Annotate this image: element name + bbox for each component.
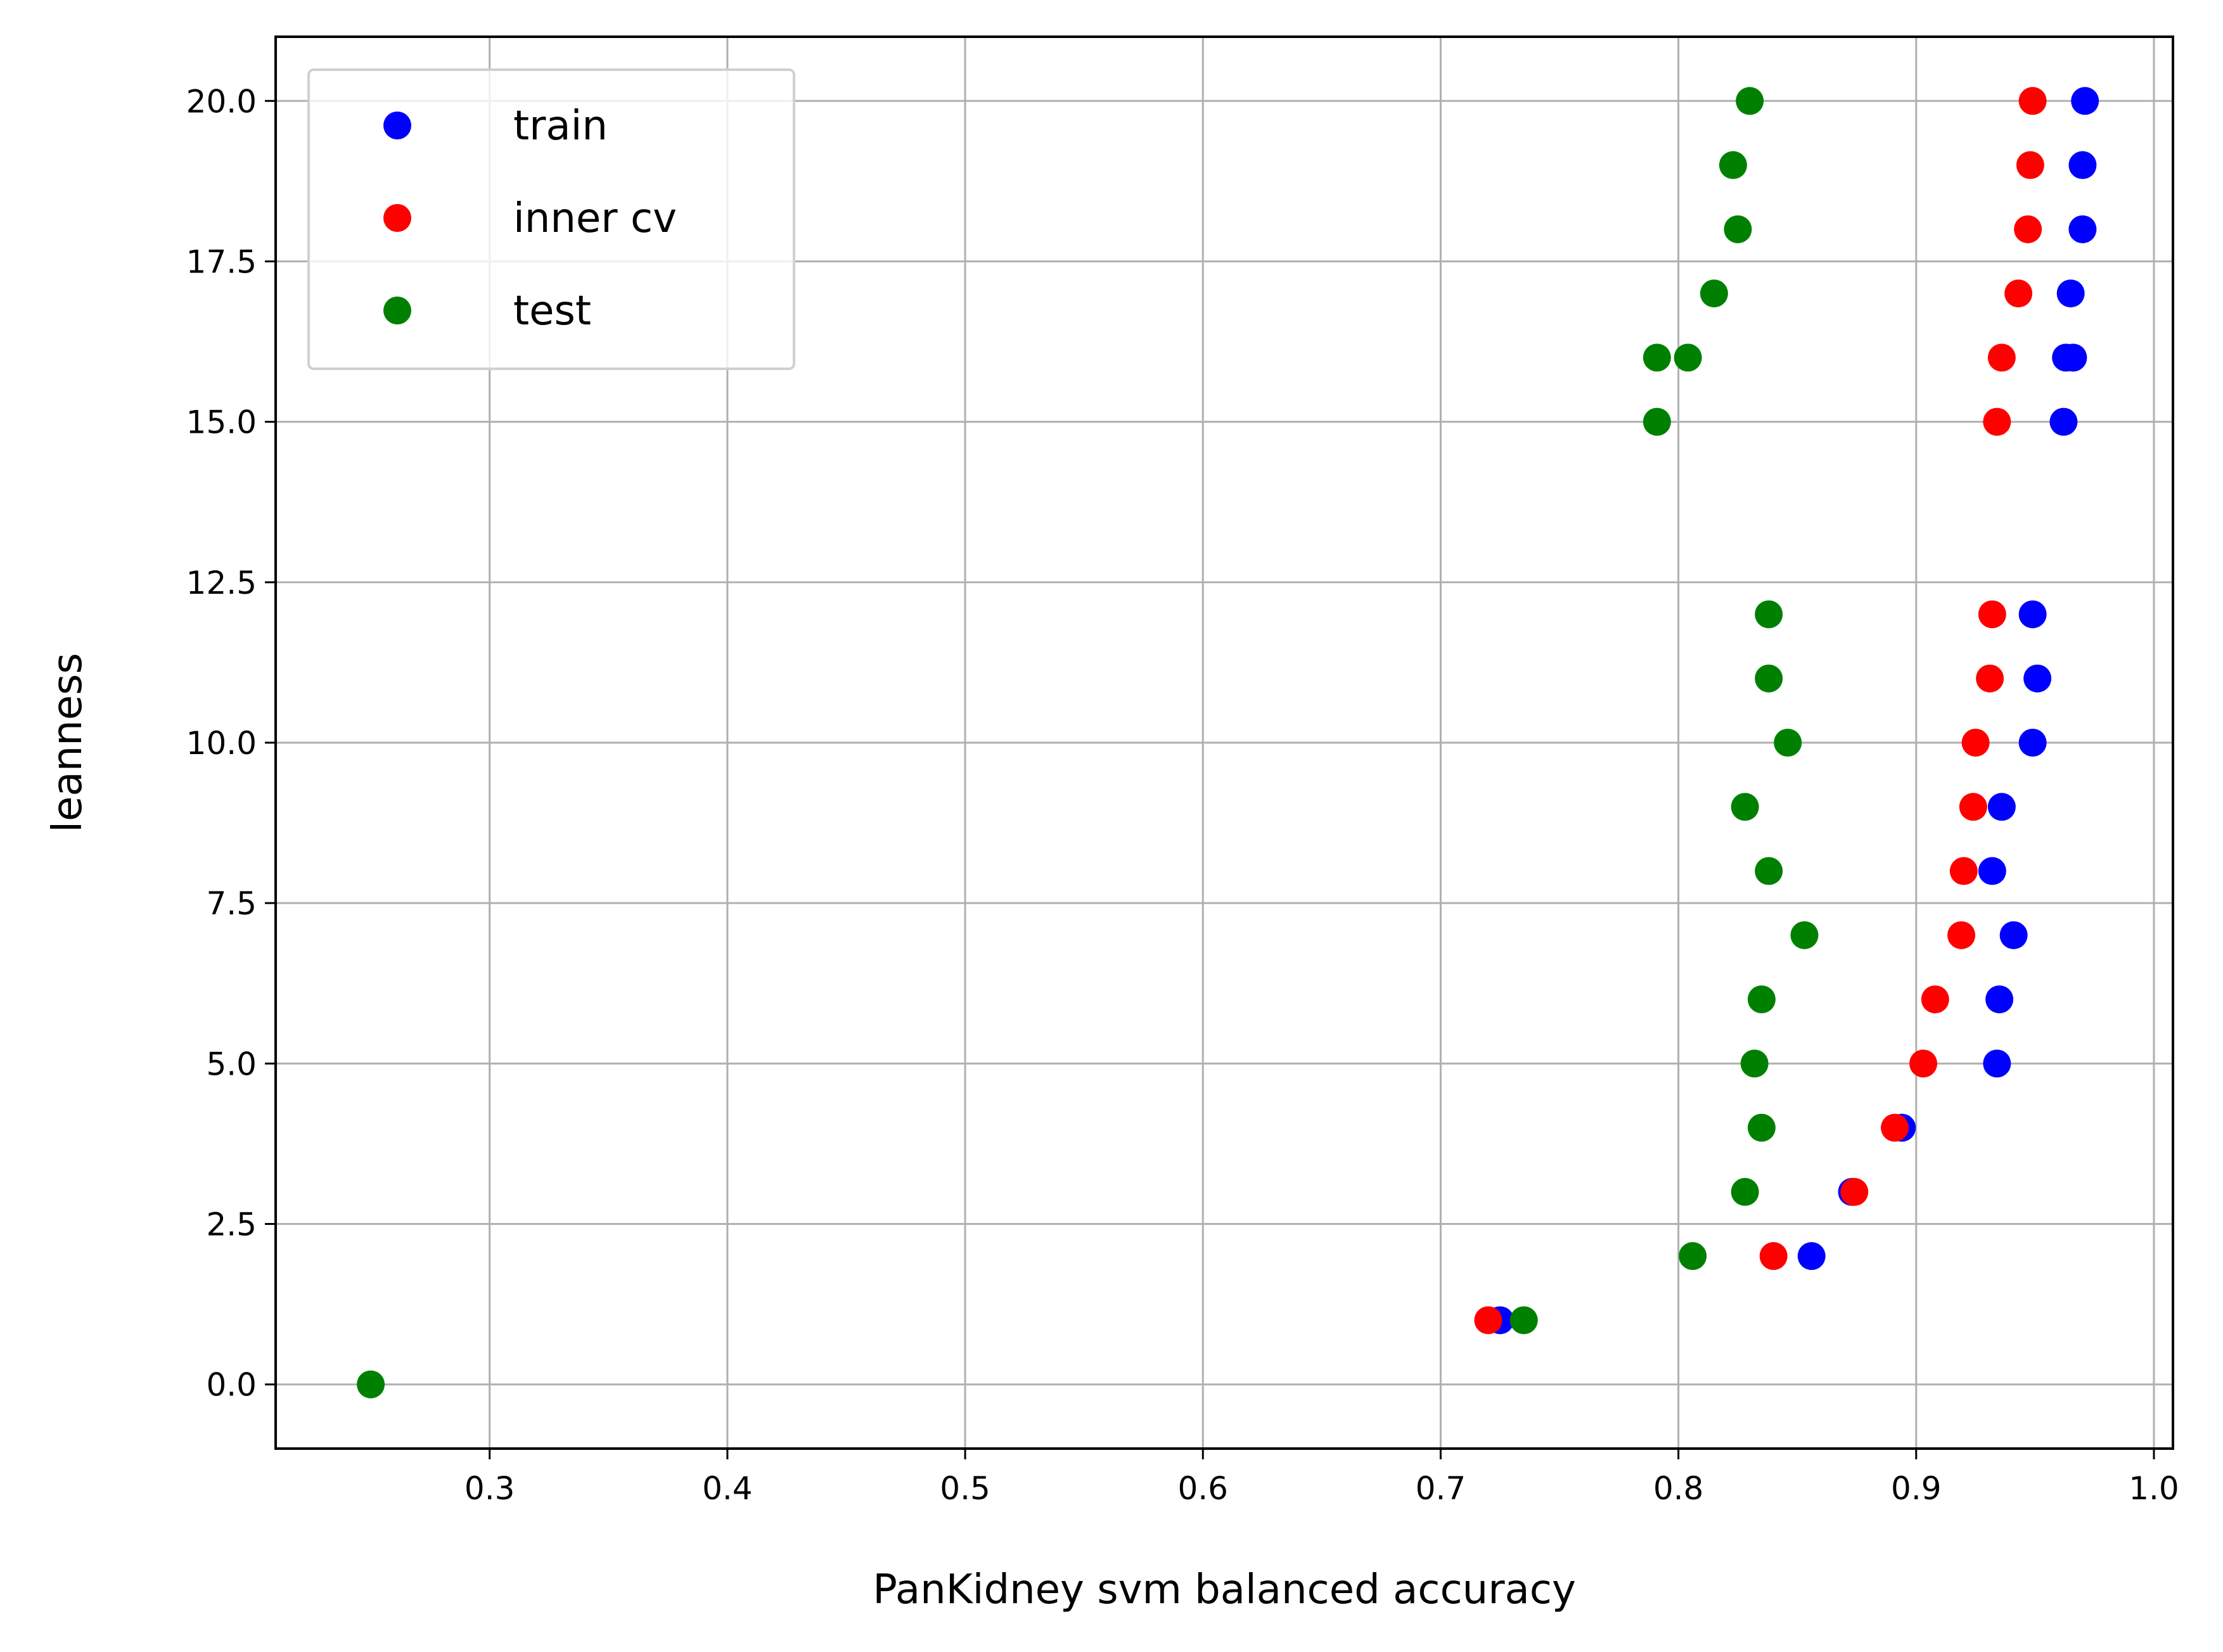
data-point: [2004, 279, 2033, 308]
data-point: [1759, 1242, 1788, 1271]
x-tick-label: 1.0: [2129, 1470, 2179, 1507]
x-tick-label: 0.3: [464, 1470, 515, 1507]
data-point: [2018, 729, 2047, 757]
legend-marker: [383, 297, 411, 324]
legend-marker: [383, 112, 411, 139]
legend-label: test: [513, 288, 591, 335]
data-point: [2023, 664, 2052, 693]
y-tick-label: 2.5: [206, 1207, 257, 1243]
y-tick-label: 5.0: [206, 1046, 257, 1082]
data-point: [1747, 985, 1776, 1014]
x-axis-label: PanKidney svm balanced accuracy: [873, 1566, 1576, 1613]
data-point: [1983, 1049, 2011, 1078]
series-inner-cv: [1474, 87, 2047, 1335]
x-tick-label: 0.9: [1891, 1470, 1942, 1507]
data-point: [1976, 664, 2004, 693]
data-point: [1736, 87, 1764, 115]
x-tick-label: 0.4: [702, 1470, 753, 1507]
y-tick-label: 15.0: [186, 404, 257, 441]
y-tick-label: 10.0: [186, 725, 257, 762]
data-point: [2018, 600, 2047, 629]
data-point: [1755, 664, 1783, 693]
x-tick-label: 0.6: [1177, 1470, 1228, 1507]
legend-frame: [307, 68, 795, 370]
data-point: [1700, 279, 1728, 308]
data-point: [1921, 985, 1949, 1014]
y-tick-label: 17.5: [186, 243, 257, 280]
data-point: [2049, 407, 2078, 436]
data-point: [1790, 921, 1819, 949]
data-point: [1987, 793, 2016, 821]
y-tick-label: 7.5: [206, 885, 257, 922]
x-tick-label: 0.8: [1653, 1470, 1704, 1507]
data-point: [1959, 793, 1987, 821]
data-point: [1961, 729, 1990, 757]
x-tick-label: 0.5: [940, 1470, 990, 1507]
data-point: [1987, 343, 2016, 372]
data-point: [1643, 343, 1671, 372]
data-point: [1881, 1113, 1909, 1142]
y-axis-label: leanness: [44, 653, 91, 833]
data-point: [1978, 600, 2006, 629]
data-point: [2071, 87, 2099, 115]
data-point: [1724, 215, 1752, 243]
data-point: [1731, 1177, 1759, 1206]
data-point: [357, 1370, 385, 1399]
plot-area-frame: [274, 35, 2174, 1450]
data-point: [2016, 151, 2044, 179]
data-point: [2018, 87, 2047, 115]
series-train: [1486, 87, 2099, 1335]
data-point: [2059, 343, 2087, 372]
data-point: [1679, 1242, 1707, 1271]
y-tick-label: 0.0: [206, 1367, 257, 1404]
data-point: [1949, 857, 1978, 885]
data-point: [1740, 1049, 1769, 1078]
data-point: [1978, 857, 2006, 885]
data-point: [1674, 343, 1702, 372]
legend-marker: [383, 204, 411, 232]
data-point: [1947, 921, 1976, 949]
data-point: [1747, 1113, 1776, 1142]
data-point: [1985, 985, 2014, 1014]
legend: train inner cv test: [307, 68, 795, 370]
data-point: [1999, 921, 2028, 949]
data-point: [2014, 215, 2042, 243]
y-tick-label: 12.5: [186, 565, 257, 601]
data-point: [1755, 600, 1783, 629]
data-point: [1474, 1306, 1502, 1335]
data-point: [1731, 793, 1759, 821]
data-point: [1719, 151, 1747, 179]
data-point: [2068, 215, 2097, 243]
series-test: [357, 87, 1819, 1399]
data-points: [357, 87, 2099, 1399]
y-tick-label: 20.0: [186, 83, 257, 120]
x-tick-label: 0.7: [1416, 1470, 1466, 1507]
legend-label: train: [513, 103, 608, 150]
legend-label: inner cv: [513, 195, 677, 242]
axis-ticks: 0.3 0.4 0.5 0.6 0.7 0.8 0.9 1.0 0.0 2.5 5.0 7.5 10.0…: [186, 83, 2179, 1507]
data-point: [1909, 1049, 1938, 1078]
data-point: [1755, 857, 1783, 885]
data-point: [1983, 407, 2011, 436]
grid: [276, 37, 2173, 1449]
data-point: [2068, 151, 2097, 179]
data-point: [1509, 1306, 1538, 1335]
data-point: [1797, 1242, 1826, 1271]
data-point: [1774, 729, 1802, 757]
data-point: [2056, 279, 2085, 308]
data-point: [1840, 1177, 1869, 1206]
data-point: [1643, 407, 1671, 436]
